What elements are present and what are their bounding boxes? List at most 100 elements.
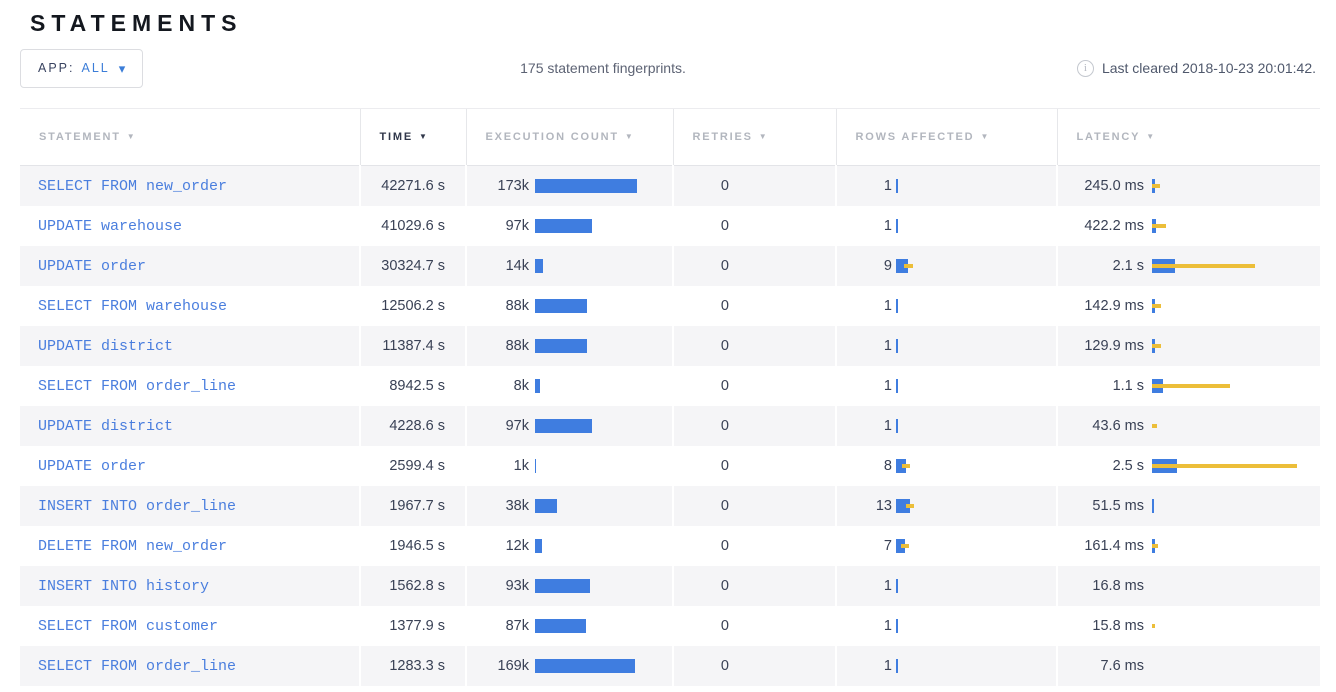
latency-stddev-bar <box>1152 464 1297 468</box>
retries-value: 0 <box>720 218 729 234</box>
time-value: 1946.5 s <box>389 538 445 554</box>
column-header-latency[interactable]: LATENCY ▼ <box>1056 108 1320 166</box>
statement-link[interactable]: DELETE FROM new_order <box>38 537 228 555</box>
rows-affected-value: 1 <box>883 578 892 594</box>
rows-affected-stddev-bar <box>901 544 909 548</box>
execution-count-value: 97k <box>505 218 529 234</box>
info-icon[interactable]: i <box>1076 59 1094 77</box>
execution-count-value: 87k <box>505 618 529 634</box>
app-filter-dropdown[interactable]: APP: ALL ▾ <box>20 48 144 88</box>
time-value: 11387.4 s <box>382 338 445 354</box>
statement-link[interactable]: UPDATE order <box>38 457 147 475</box>
rows-affected-value: 1 <box>883 378 892 394</box>
execution-count-bar <box>535 539 542 553</box>
rows-affected-value: 1 <box>883 178 892 194</box>
statement-link[interactable]: UPDATE district <box>38 337 174 355</box>
table-row: UPDATE district 4228.6 s 97k 0 1 43.6 ms <box>20 406 1320 446</box>
latency-value: 245.0 ms <box>1084 178 1144 194</box>
execution-count-bar <box>535 299 587 313</box>
statement-link[interactable]: UPDATE district <box>38 417 174 435</box>
execution-count-value: 169k <box>497 658 529 674</box>
table-row: INSERT INTO history 1562.8 s 93k 0 1 16.… <box>20 566 1320 606</box>
app-filter-value: ALL <box>81 61 110 75</box>
execution-count-bar <box>535 259 543 273</box>
sort-arrow-icon: ▼ <box>126 132 137 141</box>
retries-value: 0 <box>720 578 729 594</box>
rows-affected-bar <box>896 579 898 593</box>
statement-link[interactable]: UPDATE warehouse <box>38 217 183 235</box>
rows-affected-bar <box>896 419 898 433</box>
rows-affected-value: 1 <box>883 658 892 674</box>
statement-link[interactable]: INSERT INTO history <box>38 577 210 595</box>
rows-affected-bar <box>896 219 898 233</box>
execution-count-value: 88k <box>505 298 529 314</box>
execution-count-bar <box>535 219 592 233</box>
column-header-execution-count[interactable]: EXECUTION COUNT ▼ <box>465 108 673 166</box>
retries-value: 0 <box>720 298 729 314</box>
latency-value: 2.5 s <box>1112 458 1144 474</box>
time-value: 8942.5 s <box>389 378 445 394</box>
retries-value: 0 <box>720 338 729 354</box>
latency-stddev-bar <box>1152 624 1155 628</box>
rows-affected-bar <box>896 339 898 353</box>
statements-table: STATEMENT ▼ TIME ▼ EXECUTION COUNT ▼ RETRIE… <box>20 108 1320 686</box>
rows-affected-stddev-bar <box>902 464 910 468</box>
execution-count-value: 38k <box>505 498 529 514</box>
statement-link[interactable]: SELECT FROM new_order <box>38 177 228 195</box>
latency-stddev-bar <box>1152 384 1230 388</box>
statement-link[interactable]: SELECT FROM customer <box>38 617 219 635</box>
rows-affected-stddev-bar <box>903 264 913 268</box>
time-value: 1562.8 s <box>389 578 445 594</box>
execution-count-bar <box>535 379 540 393</box>
latency-stddev-bar <box>1152 264 1255 268</box>
latency-value: 15.8 ms <box>1092 618 1144 634</box>
statement-link[interactable]: SELECT FROM order_line <box>38 377 237 395</box>
app-filter-label: APP: <box>38 61 75 75</box>
column-header-retries[interactable]: RETRIES ▼ <box>672 108 836 166</box>
retries-value: 0 <box>720 498 729 514</box>
table-body: SELECT FROM new_order 42271.6 s 173k 0 1… <box>20 165 1320 686</box>
table-row: UPDATE order 2599.4 s 1k 0 8 2.5 s <box>20 446 1320 486</box>
table-row: SELECT FROM order_line 1283.3 s 169k 0 1… <box>20 646 1320 686</box>
execution-count-value: 97k <box>505 418 529 434</box>
table-row: SELECT FROM order_line 8942.5 s 8k 0 1 1… <box>20 366 1320 406</box>
retries-value: 0 <box>720 378 729 394</box>
statement-link[interactable]: SELECT FROM warehouse <box>38 297 228 315</box>
column-header-rows-affected[interactable]: ROWS AFFECTED ▼ <box>835 108 1057 166</box>
time-value: 41029.6 s <box>381 218 445 234</box>
sort-arrow-icon: ▼ <box>980 132 991 141</box>
execution-count-bar <box>535 179 637 193</box>
latency-value: 142.9 ms <box>1084 298 1144 314</box>
time-value: 1967.7 s <box>389 498 445 514</box>
rows-affected-bar <box>896 459 906 473</box>
rows-affected-value: 1 <box>883 418 892 434</box>
statement-link[interactable]: UPDATE order <box>38 257 147 275</box>
statement-link[interactable]: INSERT INTO order_line <box>38 497 237 515</box>
table-row: DELETE FROM new_order 1946.5 s 12k 0 7 1… <box>20 526 1320 566</box>
column-header-time[interactable]: TIME ▼ <box>359 108 466 166</box>
table-row: UPDATE order 30324.7 s 14k 0 9 2.1 s <box>20 246 1320 286</box>
sort-arrow-icon: ▼ <box>758 132 769 141</box>
rows-affected-bar <box>896 659 898 673</box>
execution-count-value: 173k <box>497 178 529 194</box>
retries-value: 0 <box>720 658 729 674</box>
retries-value: 0 <box>720 538 729 554</box>
latency-mean-bar <box>1152 499 1154 513</box>
statement-link[interactable]: SELECT FROM order_line <box>38 657 237 675</box>
time-value: 42271.6 s <box>381 178 445 194</box>
execution-count-value: 8k <box>513 378 529 394</box>
latency-value: 16.8 ms <box>1092 578 1144 594</box>
execution-count-bar <box>535 459 536 473</box>
rows-affected-bar <box>896 619 898 633</box>
latency-value: 129.9 ms <box>1084 338 1144 354</box>
execution-count-value: 93k <box>505 578 529 594</box>
rows-affected-value: 1 <box>883 218 892 234</box>
sort-arrow-icon: ▼ <box>624 132 635 141</box>
rows-affected-bar <box>896 179 898 193</box>
execution-count-value: 88k <box>505 338 529 354</box>
retries-value: 0 <box>720 458 729 474</box>
column-header-statement[interactable]: STATEMENT ▼ <box>20 108 360 166</box>
table-row: SELECT FROM customer 1377.9 s 87k 0 1 15… <box>20 606 1320 646</box>
rows-affected-value: 7 <box>883 538 892 554</box>
